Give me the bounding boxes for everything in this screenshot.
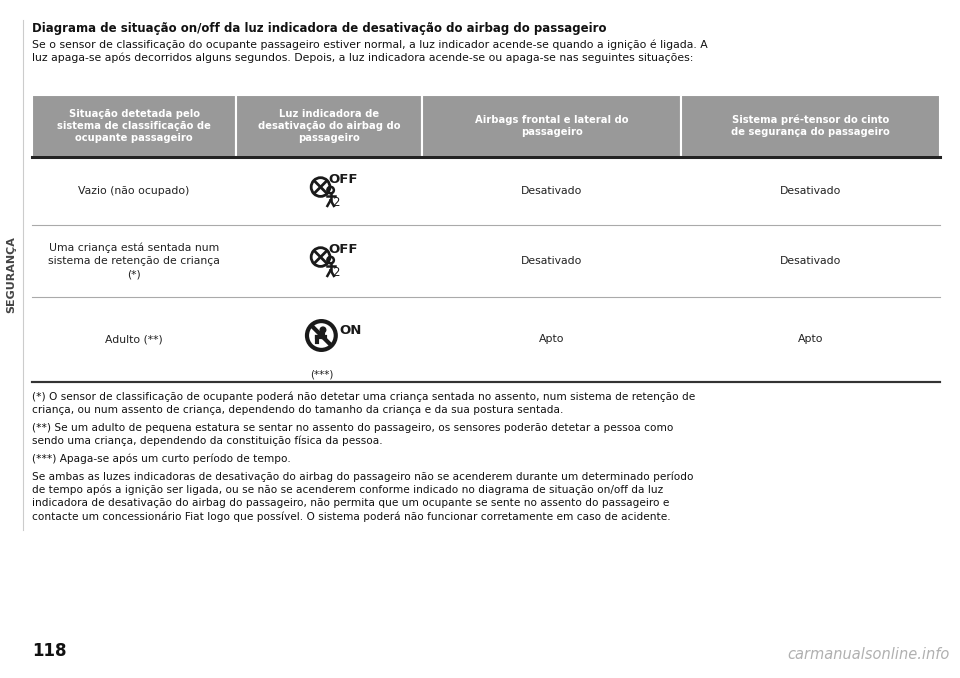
Text: Adulto (**): Adulto (**) — [106, 334, 163, 344]
Text: Desativado: Desativado — [780, 256, 841, 266]
Text: (***): (***) — [310, 370, 333, 380]
Bar — [682, 95, 940, 157]
Text: (***) Apaga-se após um curto período de tempo.: (***) Apaga-se após um curto período de … — [32, 454, 291, 464]
Text: Se ambas as luzes indicadoras de desativação do airbag do passageiro não se acen: Se ambas as luzes indicadoras de desativ… — [32, 471, 693, 522]
Text: ON: ON — [340, 324, 362, 337]
Text: SEGURANÇA: SEGURANÇA — [6, 237, 16, 313]
Bar — [236, 95, 422, 157]
Text: Apto: Apto — [540, 334, 564, 344]
Bar — [422, 95, 682, 157]
Text: Apto: Apto — [798, 334, 824, 344]
Bar — [0, 25, 22, 525]
Text: Diagrama de situação on/off da luz indicadora de desativação do airbag do passag: Diagrama de situação on/off da luz indic… — [32, 22, 607, 35]
Text: Desativado: Desativado — [521, 256, 583, 266]
Text: 2: 2 — [332, 266, 340, 279]
Text: 2: 2 — [332, 196, 340, 210]
Text: Airbags frontal e lateral do
passageiro: Airbags frontal e lateral do passageiro — [475, 115, 629, 137]
Text: (**) Se um adulto de pequena estatura se sentar no assento do passageiro, os sen: (**) Se um adulto de pequena estatura se… — [32, 423, 673, 447]
Bar — [32, 95, 236, 157]
Text: 118: 118 — [32, 642, 66, 660]
Text: Uma criança está sentada num
sistema de retenção de criança
(*): Uma criança está sentada num sistema de … — [48, 243, 220, 279]
Text: Vazio (não ocupado): Vazio (não ocupado) — [79, 186, 190, 196]
Circle shape — [321, 327, 325, 333]
Text: Luz indicadora de
desativação do airbag do
passageiro: Luz indicadora de desativação do airbag … — [258, 108, 400, 144]
Text: Desativado: Desativado — [780, 186, 841, 196]
Text: OFF: OFF — [329, 243, 358, 256]
Text: OFF: OFF — [329, 174, 358, 186]
Text: Se o sensor de classificação do ocupante passageiro estiver normal, a luz indica: Se o sensor de classificação do ocupante… — [32, 40, 708, 62]
Text: carmanualsonline.info: carmanualsonline.info — [787, 647, 950, 662]
Text: Desativado: Desativado — [521, 186, 583, 196]
Text: Situação detetada pelo
sistema de classificação de
ocupante passageiro: Situação detetada pelo sistema de classi… — [58, 108, 211, 144]
Text: (*) O sensor de classificação de ocupante poderá não detetar uma criança sentada: (*) O sensor de classificação de ocupant… — [32, 392, 695, 416]
Text: Sistema pré-tensor do cinto
de segurança do passageiro: Sistema pré-tensor do cinto de segurança… — [732, 115, 890, 138]
